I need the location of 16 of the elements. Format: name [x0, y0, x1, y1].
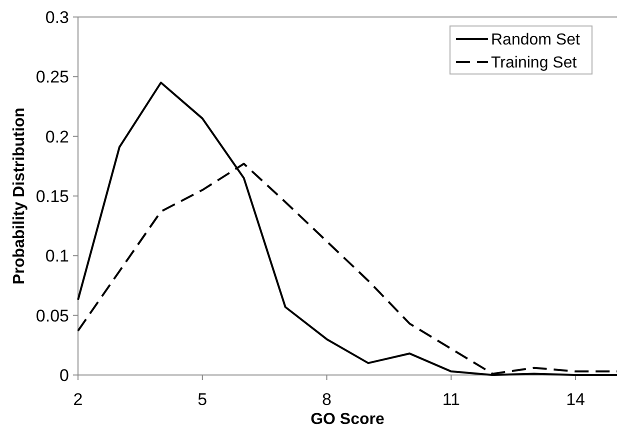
x-tick-label: 5	[198, 390, 208, 409]
x-tick-label: 2	[73, 390, 83, 409]
x-axis-title: GO Score	[310, 411, 384, 428]
y-axis-title: Probability Distribution	[11, 108, 28, 284]
y-tick-label: 0.25	[36, 68, 69, 87]
x-tick-label: 14	[566, 390, 585, 409]
x-tick-label: 11	[442, 390, 460, 409]
legend-label: Random Set	[491, 32, 580, 49]
y-tick-label: 0.15	[36, 186, 69, 206]
y-tick-label: 0.3	[45, 8, 69, 27]
y-tick-label: 0.2	[45, 127, 69, 146]
y-tick-label: 0.05	[36, 306, 69, 326]
x-tick-label: 8	[322, 390, 332, 409]
y-tick-label: 0.1	[45, 246, 69, 266]
y-tick-label: 0	[60, 366, 69, 385]
legend-label: Training Set	[491, 54, 578, 72]
